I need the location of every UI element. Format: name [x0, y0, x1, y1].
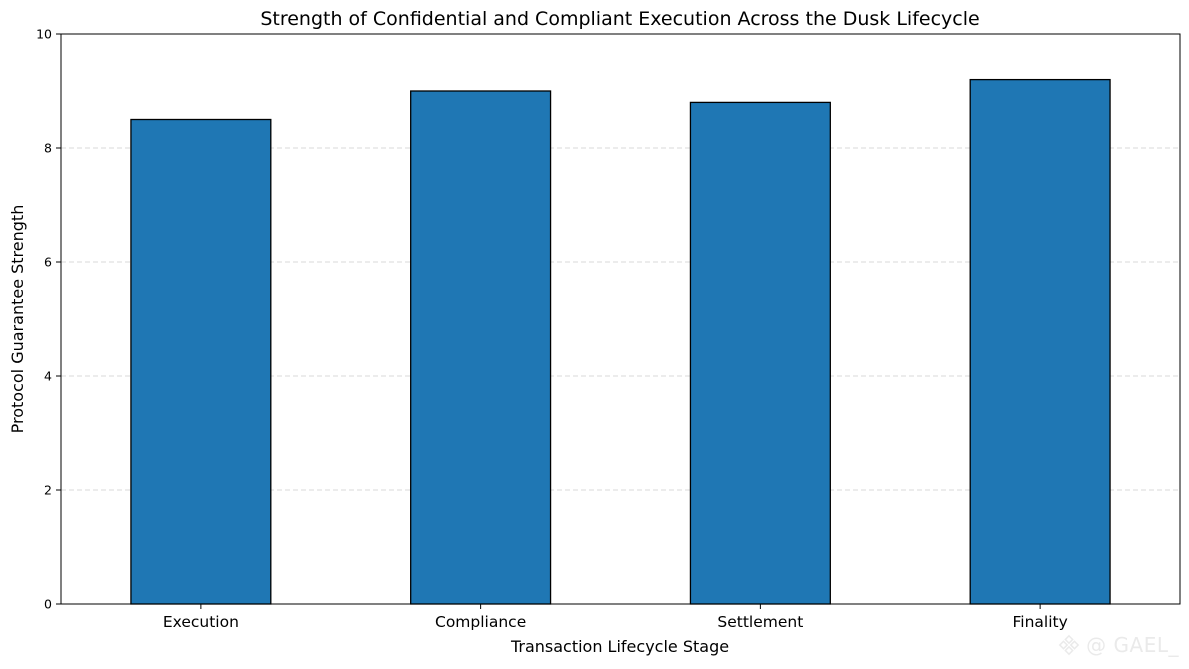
y-tick-label: 4 [44, 369, 52, 384]
plot-frame [60, 33, 1181, 605]
x-axis-label: Transaction Lifecycle Stage [510, 637, 729, 656]
y-tick-label: 2 [44, 483, 52, 498]
bar-execution [130, 118, 272, 605]
watermark-text: @ GAEL_ [1086, 633, 1179, 657]
axes [60, 33, 1181, 605]
y-ticks: 0 2 4 6 8 10 [36, 27, 61, 612]
chart-title: Strength of Confidential and Compliant E… [260, 8, 979, 30]
x-tick-label: Finality [1012, 613, 1067, 631]
watermark: @ GAEL_ [1058, 633, 1179, 657]
bar-finality [969, 78, 1111, 605]
x-tick-label: Settlement [717, 613, 803, 631]
y-tick-label: 10 [36, 27, 52, 42]
binance-diamond-icon [1058, 634, 1080, 656]
y-tick-label: 6 [44, 255, 52, 270]
x-ticks: Execution Compliance Settlement Finality [163, 604, 1068, 631]
x-tick-label: Execution [163, 613, 239, 631]
y-axis-label: Protocol Guarantee Strength [8, 205, 27, 434]
y-tick-label: 0 [44, 597, 52, 612]
bar-compliance [410, 90, 552, 605]
bars [130, 78, 1111, 605]
x-tick-label: Compliance [435, 613, 526, 631]
y-tick-label: 8 [44, 141, 52, 156]
bar-settlement [689, 101, 831, 605]
